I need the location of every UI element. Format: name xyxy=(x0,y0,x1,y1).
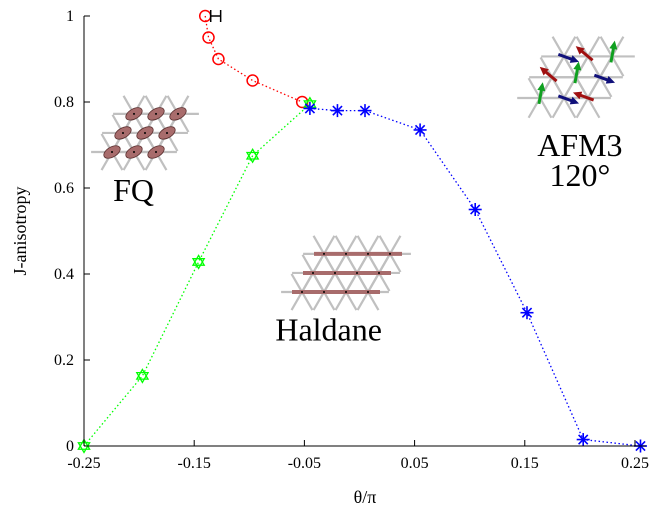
asterisk-marker xyxy=(520,306,534,320)
annotation-afm3: AFM3 xyxy=(537,127,622,163)
hexagram-marker xyxy=(191,254,206,270)
x-tick-label: 0.15 xyxy=(511,455,539,472)
x-tick-label: -0.15 xyxy=(178,455,211,472)
error-bar xyxy=(209,10,222,22)
y-axis-label: J-anisotropy xyxy=(10,187,30,276)
series-line xyxy=(204,15,303,103)
series-markers xyxy=(77,9,647,454)
y-tick-labels: 0 0.2 0.4 0.6 0.8 1 xyxy=(54,8,74,455)
asterisk-marker xyxy=(330,104,344,118)
asterisk-marker xyxy=(358,104,372,118)
y-tick-label: 0.4 xyxy=(54,266,74,283)
x-tick-label: -0.05 xyxy=(288,455,321,472)
circle-marker xyxy=(202,31,215,44)
asterisk-marker xyxy=(413,123,427,137)
asterisk-marker xyxy=(468,203,482,216)
afm3-lattice-inset xyxy=(517,36,635,119)
circle-marker xyxy=(212,52,225,66)
series-line xyxy=(83,103,311,447)
inset-layer xyxy=(91,36,635,311)
y-tick-label: 0.6 xyxy=(54,180,74,197)
annotation-fq: FQ xyxy=(113,172,154,208)
y-tick-label: 0 xyxy=(66,438,74,455)
x-tick-label: 0.05 xyxy=(401,455,429,472)
x-tick-label: 0.25 xyxy=(621,455,649,472)
x-axis-label: θ/π xyxy=(354,487,377,507)
annotation-haldane: Haldane xyxy=(275,312,382,348)
hexagram-marker xyxy=(245,147,260,164)
asterisk-marker xyxy=(576,433,590,447)
x-tick-labels: -0.25 -0.15 -0.05 0.05 0.15 0.25 xyxy=(67,455,649,472)
asterisk-marker xyxy=(303,101,317,115)
circle-marker xyxy=(246,74,259,87)
axes xyxy=(83,15,646,447)
annotation-120-degrees: 120° xyxy=(549,157,610,193)
y-tick-label: 0.8 xyxy=(54,94,74,111)
y-tick-label: 0.2 xyxy=(54,352,74,369)
haldane-lattice-inset xyxy=(281,235,411,311)
fq-lattice-inset xyxy=(91,95,199,171)
hexagram-marker xyxy=(135,368,150,384)
circle-marker xyxy=(295,95,309,109)
y-tick-label: 1 xyxy=(66,8,74,25)
x-tick-label: -0.25 xyxy=(67,455,100,472)
